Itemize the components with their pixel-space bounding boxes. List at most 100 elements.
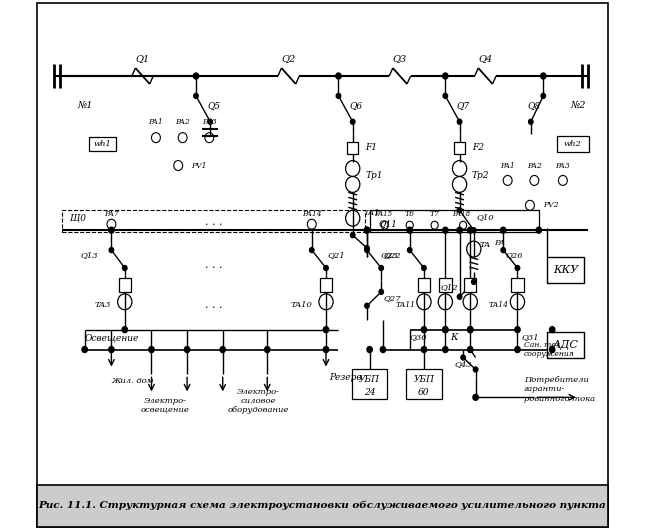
Text: PA2: PA2 [527, 162, 542, 170]
Circle shape [364, 248, 369, 253]
Text: Резерв: Резерв [330, 373, 362, 382]
Text: TA11: TA11 [395, 301, 415, 309]
Circle shape [515, 347, 520, 352]
Text: Q21: Q21 [328, 251, 346, 259]
Text: TA10: TA10 [290, 301, 312, 309]
Bar [320, 278, 332, 292]
Circle shape [550, 326, 555, 333]
Text: PA1: PA1 [501, 162, 515, 170]
Circle shape [468, 227, 473, 233]
Text: . . .: . . . [205, 217, 223, 227]
Bar [37, 485, 608, 527]
Text: Q23: Q23 [381, 251, 398, 259]
Text: Q5: Q5 [207, 101, 221, 110]
Circle shape [442, 347, 448, 352]
Text: TA3: TA3 [94, 301, 111, 309]
Circle shape [323, 326, 329, 333]
Text: PA15: PA15 [374, 210, 392, 218]
Text: T6: T6 [404, 210, 415, 218]
Text: Щ0: Щ0 [70, 214, 86, 223]
Circle shape [473, 394, 479, 400]
Circle shape [468, 347, 473, 352]
Circle shape [461, 355, 465, 360]
Text: Tp2: Tp2 [472, 171, 490, 180]
Circle shape [310, 248, 314, 253]
Text: PA3: PA3 [555, 162, 570, 170]
Text: PV2: PV2 [543, 201, 559, 209]
Circle shape [364, 303, 369, 308]
Bar [439, 278, 451, 292]
Circle shape [184, 347, 190, 352]
Text: TA1: TA1 [363, 209, 380, 217]
Circle shape [515, 326, 520, 333]
Circle shape [408, 248, 412, 253]
Circle shape [336, 73, 341, 79]
Circle shape [422, 266, 426, 270]
Circle shape [109, 347, 114, 352]
Circle shape [194, 93, 198, 99]
Bar [547, 332, 584, 358]
Text: Q43: Q43 [454, 360, 472, 368]
Circle shape [407, 227, 412, 233]
Circle shape [264, 347, 270, 352]
Text: Сан. тех.
сооружения: Сан. тех. сооружения [524, 341, 575, 358]
Text: 60: 60 [418, 388, 430, 397]
Text: Q13: Q13 [81, 251, 98, 259]
Text: Q1: Q1 [135, 54, 150, 63]
Text: Q22: Q22 [383, 251, 401, 259]
Text: . . .: . . . [205, 260, 223, 270]
Circle shape [471, 279, 476, 285]
Circle shape [324, 266, 328, 270]
Text: TA14: TA14 [489, 301, 509, 309]
Bar [454, 142, 465, 154]
Text: АДС: АДС [553, 340, 579, 350]
Text: Q3: Q3 [393, 54, 407, 63]
Circle shape [501, 248, 506, 253]
Circle shape [220, 347, 225, 352]
Circle shape [541, 93, 546, 99]
Circle shape [123, 266, 127, 270]
Circle shape [381, 347, 386, 352]
Bar [418, 278, 430, 292]
Circle shape [194, 73, 199, 79]
Text: PA18: PA18 [452, 210, 470, 218]
Text: Q30: Q30 [410, 333, 428, 342]
Circle shape [515, 266, 520, 270]
Circle shape [550, 347, 555, 352]
Bar [547, 257, 584, 283]
Text: Q4: Q4 [479, 54, 493, 63]
Bar [352, 369, 388, 399]
Circle shape [541, 73, 546, 79]
Circle shape [379, 289, 383, 294]
Text: T7: T7 [430, 210, 440, 218]
Circle shape [457, 119, 462, 124]
Circle shape [457, 294, 462, 299]
Text: wh1: wh1 [94, 139, 112, 148]
Circle shape [364, 245, 369, 251]
Bar [89, 137, 116, 151]
Text: PV1: PV1 [192, 162, 207, 170]
Circle shape [468, 326, 473, 333]
Text: Q8: Q8 [528, 101, 541, 110]
Bar [511, 278, 524, 292]
Text: F1: F1 [365, 143, 377, 152]
Text: Q12: Q12 [441, 283, 459, 291]
Text: Tp1: Tp1 [365, 171, 382, 180]
Circle shape [109, 248, 114, 253]
Bar [464, 278, 477, 292]
Text: PA: PA [494, 239, 505, 247]
Circle shape [379, 266, 383, 270]
Circle shape [442, 73, 448, 79]
Circle shape [442, 326, 448, 333]
Text: PA3: PA3 [202, 118, 217, 126]
Text: Освещение: Освещение [84, 333, 139, 342]
Circle shape [82, 347, 87, 352]
Circle shape [367, 347, 372, 352]
Circle shape [471, 228, 476, 233]
Text: Электро-
освещение: Электро- освещение [141, 396, 189, 414]
Text: . . .: . . . [205, 300, 223, 310]
Text: Потребители
гаранти-
рованного тока: Потребители гаранти- рованного тока [524, 376, 595, 403]
Text: К: К [450, 333, 458, 342]
Circle shape [442, 326, 448, 333]
Text: Q27: Q27 [383, 294, 401, 302]
